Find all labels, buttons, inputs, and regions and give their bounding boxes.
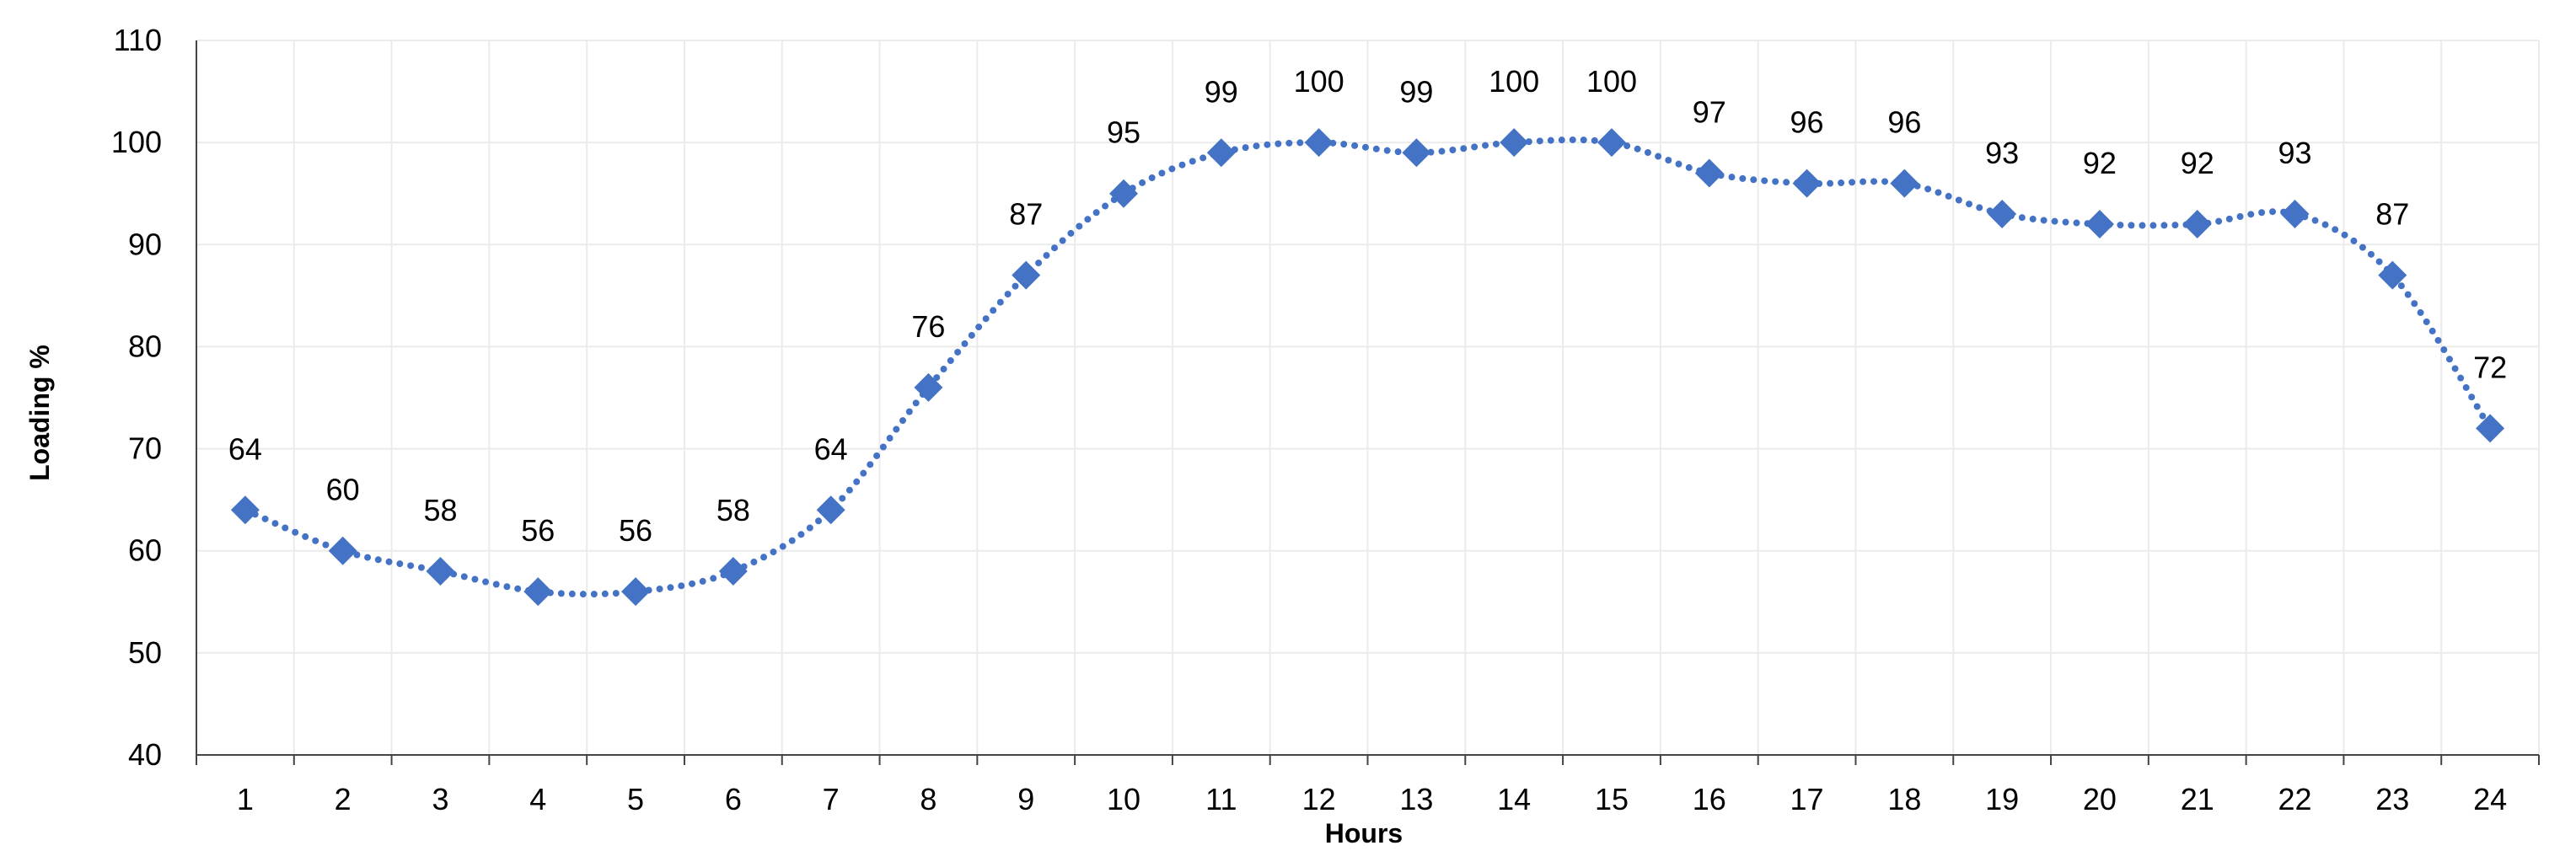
y-tick-label: 100 — [111, 125, 162, 159]
data-label: 87 — [2375, 197, 2409, 232]
data-label: 99 — [1399, 74, 1433, 109]
data-label: 60 — [326, 473, 360, 507]
data-point-marker — [1012, 260, 1041, 290]
y-tick-label: 80 — [128, 329, 162, 363]
data-point-marker — [523, 577, 553, 607]
x-tick-label: 10 — [1107, 782, 1140, 816]
data-point-marker — [621, 577, 651, 607]
data-label: 100 — [1294, 64, 1344, 99]
x-tick-label: 23 — [2375, 782, 2409, 816]
x-tick-label: 17 — [1790, 782, 1824, 816]
data-label: 96 — [1790, 105, 1824, 140]
x-tick-label: 22 — [2278, 782, 2311, 816]
x-tick-label: 4 — [529, 782, 546, 816]
data-point-marker — [1890, 169, 1919, 198]
data-label: 96 — [1887, 105, 1921, 140]
x-tick-label: 15 — [1595, 782, 1629, 816]
data-point-marker — [816, 495, 845, 525]
data-label: 72 — [2473, 350, 2507, 384]
data-label: 87 — [1009, 197, 1043, 232]
data-label: 97 — [1693, 94, 1726, 129]
x-tick-label: 20 — [2083, 782, 2117, 816]
data-point-marker — [1988, 199, 2017, 228]
x-tick-label: 7 — [823, 782, 840, 816]
data-point-marker — [1792, 169, 1822, 198]
data-label: 58 — [716, 493, 750, 527]
x-tick-label: 6 — [725, 782, 742, 816]
data-point-marker — [2182, 210, 2212, 239]
y-tick-label: 40 — [128, 737, 162, 772]
data-point-marker — [2378, 260, 2407, 290]
x-tick-label: 11 — [1205, 782, 1237, 816]
x-tick-label: 3 — [432, 782, 448, 816]
data-label: 95 — [1107, 115, 1140, 150]
data-label: 64 — [228, 431, 262, 466]
x-tick-label: 8 — [920, 782, 936, 816]
data-label: 64 — [814, 431, 848, 466]
data-point-marker — [328, 536, 357, 565]
data-label: 92 — [2181, 146, 2214, 180]
data-label: 56 — [521, 513, 555, 548]
y-tick-label: 70 — [128, 431, 162, 466]
data-point-marker — [2085, 210, 2114, 239]
data-label: 100 — [1489, 64, 1539, 99]
data-labels: 64 60 58 56 56 58 64 76 87 95 99 100 99 100 100 97 96 96 9… — [228, 64, 2507, 548]
data-point-marker — [230, 495, 260, 525]
x-tick-label: 2 — [335, 782, 352, 816]
y-tick-label: 90 — [128, 227, 162, 261]
data-point-marker — [426, 556, 455, 586]
data-point-marker — [2476, 414, 2505, 443]
data-point-marker — [718, 556, 748, 586]
x-axis-title: Hours — [1325, 818, 1403, 848]
data-label: 58 — [423, 493, 457, 527]
x-tick-label: 16 — [1693, 782, 1726, 816]
data-label: 56 — [619, 513, 652, 548]
data-point-marker — [1597, 128, 1626, 158]
data-label: 92 — [2083, 146, 2117, 180]
x-tick-label: 5 — [627, 782, 644, 816]
data-point-marker — [1402, 138, 1431, 168]
x-tick-label: 21 — [2181, 782, 2214, 816]
x-tick-label: 18 — [1887, 782, 1921, 816]
x-tick-label: 1 — [237, 782, 254, 816]
y-tick-label: 50 — [128, 635, 162, 670]
x-tick-label: 9 — [1017, 782, 1034, 816]
data-point-marker — [1109, 179, 1139, 208]
data-point-marker — [1500, 128, 1529, 158]
x-tick-label: 19 — [1985, 782, 2019, 816]
grid — [196, 40, 2540, 755]
y-tick-label: 110 — [114, 23, 162, 57]
data-point-marker — [1304, 128, 1334, 158]
data-label: 100 — [1586, 64, 1637, 99]
data-point-marker — [1694, 158, 1724, 188]
x-tick-label: 14 — [1497, 782, 1531, 816]
x-tick-label: 24 — [2473, 782, 2507, 816]
markers — [230, 128, 2505, 607]
y-axis-title: Loading % — [24, 345, 55, 481]
data-label: 99 — [1205, 74, 1238, 109]
y-tick-label: 60 — [128, 533, 162, 568]
data-label: 93 — [2278, 136, 2311, 170]
data-label: 93 — [1985, 136, 2019, 170]
data-point-marker — [1206, 138, 1236, 168]
x-tick-label: 12 — [1302, 782, 1336, 816]
x-tick-label: 13 — [1399, 782, 1433, 816]
data-point-marker — [2280, 199, 2310, 228]
data-label: 76 — [911, 309, 945, 344]
data-point-marker — [914, 372, 943, 402]
